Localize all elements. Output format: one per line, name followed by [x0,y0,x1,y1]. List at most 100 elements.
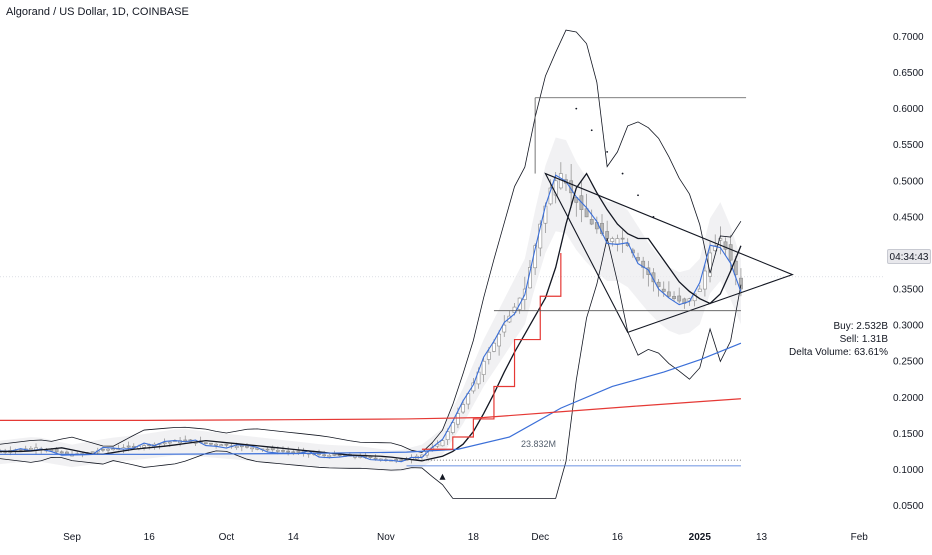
countdown-price-tag: 04:34:43 [887,249,931,264]
sell-volume: Sell: 1.31B [839,334,888,345]
candle-body [445,431,450,441]
volume-level-label: 23.832M [521,439,557,449]
candle-body [106,448,110,451]
candle-body [337,454,342,457]
delta-volume: Delta Volume: 63.61% [789,347,888,358]
symmetrical-triangle-pattern [544,172,794,334]
volume-stats: Buy: 2.532B Sell: 1.31B Delta Volume: 63… [760,320,888,359]
y-tick-label: 0.3500 [893,285,924,296]
stop-dot [637,194,639,197]
candle-body [167,441,172,444]
price-trace-line [0,174,742,463]
envelope-band [0,137,741,472]
candle-body [275,450,280,452]
candle-body [209,442,213,445]
candle-body [59,451,64,454]
candle-body [28,448,33,450]
candle-body [733,260,738,275]
candle-body [440,440,445,447]
candle-body [553,180,558,196]
y-tick-label: 0.1000 [893,465,924,476]
moving-average-blue [0,342,742,455]
y-tick-label: 0.2500 [893,357,924,368]
candle-body [245,445,249,448]
candle-body [697,288,702,292]
candle-body [481,360,486,375]
x-tick-label: Nov [377,532,395,543]
y-tick-label: 0.2000 [893,393,924,404]
candle-body [661,288,666,292]
supertrend-step-line [421,252,562,450]
candle-body [456,413,460,425]
candle-body [214,443,219,446]
candle-body [610,238,615,242]
x-tick-label: 2025 [689,532,712,543]
candle-body [250,447,255,450]
candle-body [101,448,105,451]
upper-band-line [0,29,742,453]
trend-average-line [0,172,742,462]
candle-body [203,442,208,444]
candle-body [327,454,332,457]
candle-body [286,450,291,453]
candle-body [492,342,496,352]
lower-band-line [0,238,742,499]
stop-dot [575,107,578,110]
candle-body [584,208,589,218]
y-tick-label: 0.5000 [893,176,924,187]
candle-body [718,238,723,241]
candle-body [739,277,743,290]
y-tick-label: 0.5500 [893,140,924,151]
candle-body [90,451,95,454]
candle-body [162,442,167,445]
candle-body [672,295,676,299]
candle-body [636,257,640,261]
candle-body [692,293,697,302]
candle-body [142,445,146,448]
candle-body [219,444,224,447]
y-tick-label: 0.0500 [893,501,924,512]
candle-body [677,295,682,302]
x-tick-label: 18 [468,532,480,543]
candle-body [656,281,661,287]
buy-volume: Buy: 2.532B [833,321,888,332]
candle-body [234,445,239,448]
candle-body [641,260,646,268]
candle-body [224,443,229,446]
candle-body [126,445,131,448]
candle-body [646,267,651,275]
candle-body [703,270,707,290]
y-tick-label: 0.3000 [893,321,924,332]
x-tick-label: 16 [144,532,156,543]
candle-body [54,448,59,453]
candle-body [450,422,455,433]
candle-body [255,448,260,450]
candle-body [281,450,285,452]
x-tick-label: Dec [531,532,549,543]
candle-body [353,455,357,458]
candle-body [605,231,610,239]
candle-body [486,351,491,360]
candle-body [291,451,296,454]
candle-body [322,454,327,457]
chart-title: Algorand / US Dollar, 1D, COINBASE [6,6,189,18]
candle-body [296,450,301,453]
candle-body [620,237,625,240]
y-tick-label: 0.1500 [893,429,924,440]
x-tick-label: Oct [219,532,235,543]
y-tick-label: 0.4500 [893,212,924,223]
candle-body [270,447,275,451]
candle-body [399,459,404,461]
y-tick-label: 0.7000 [893,32,924,43]
y-tick-label: 0.6500 [893,68,924,79]
candle-body [728,244,733,261]
y-tick-label: 0.6000 [893,104,924,115]
candle-body [373,457,378,460]
candle-body [497,333,501,347]
candle-body [183,439,188,442]
candle-body [502,324,507,333]
x-tick-label: 14 [288,532,300,543]
buy-signal-marker [439,473,446,480]
